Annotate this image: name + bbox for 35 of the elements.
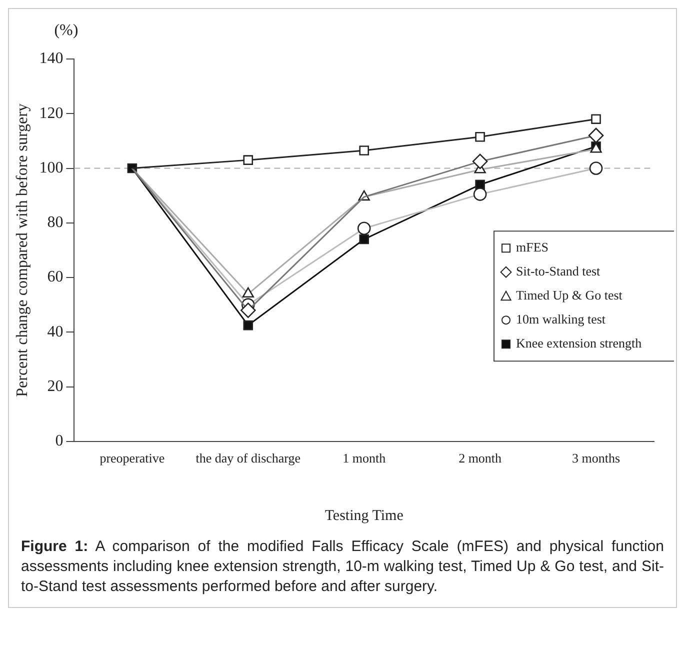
point [589,162,603,175]
y-tick-label: 20 [47,378,64,395]
y-axis-title: Percent change compared with before surgery [14,104,31,397]
point [475,132,485,142]
x-tick-label: the day of discharge [196,450,301,466]
y-tick-label: 80 [47,214,64,232]
y-tick-label: 100 [39,159,64,176]
y-tick-label: 0 [55,432,64,450]
point [588,128,604,144]
point [473,188,487,201]
legend-label: mFES [516,240,549,254]
x-axis-title: Testing Time [324,508,404,524]
text: (%) [54,22,78,39]
point [243,155,254,165]
x-tick-label: 1 month [342,450,386,466]
legend-label: Timed Up & Go test [516,288,623,302]
legend-label: Sit-to-Stand test [516,264,601,278]
caption: Figure 1: A comparison of the modified Falls Efficacy Scale (mFES) and physical function assessments including knee extension strength, 10-m walking test, Timed Up & Go test, and Sit-to-Stand test assessments performed before and after surgery. [20,537,665,597]
point [472,154,488,170]
point [591,114,601,124]
point [357,222,371,235]
y-tick-label: 120 [39,104,64,122]
y-tick-label: 40 [47,323,64,340]
point [243,320,254,330]
point [359,146,369,156]
y-tick-label: 60 [47,268,64,286]
x-tick-label: 3 months [572,450,620,466]
x-tick-label: 2 month [458,450,502,466]
point [242,287,254,298]
legend-label: 10m walking test [516,312,606,326]
y-tick-label: 140 [39,50,64,68]
point [359,234,369,244]
legend-label: Knee extension strength [516,336,642,350]
x-tick-label: preoperative [100,450,165,466]
point [240,302,256,318]
